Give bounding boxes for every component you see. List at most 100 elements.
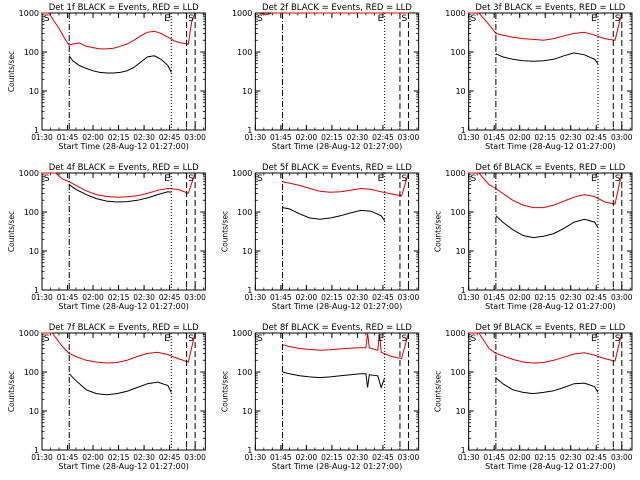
y-tick-label: 10 (455, 407, 465, 416)
x-tick-label: 03:00 (611, 293, 633, 302)
y-tick-label: 1 (34, 126, 39, 135)
x-tick-label: 03:00 (611, 133, 633, 142)
x-tick-label: 02:45 (372, 133, 394, 142)
x-tick-label: 01:45 (57, 453, 79, 462)
x-tick-label: 01:30 (458, 293, 480, 302)
time-marker-label: S (615, 14, 621, 24)
time-marker-label: E (378, 334, 384, 344)
time-marker-label: E (164, 334, 170, 344)
x-tick-label: 01:45 (483, 133, 505, 142)
x-axis-label: Start Time (28-Aug-12 01:27:00) (58, 302, 189, 311)
x-tick-label: 02:30 (560, 133, 582, 142)
plot-frame (468, 12, 633, 131)
time-marker-label: S (401, 334, 407, 344)
x-tick-label: 01:45 (270, 133, 292, 142)
x-tick-label: 01:30 (31, 453, 53, 462)
time-marker-label: S (471, 14, 477, 24)
x-tick-label: 03:00 (398, 133, 420, 142)
chart-title: Det 3f BLACK = Events, RED = LLD (475, 3, 625, 13)
y-axis-label: Counts/sec (220, 211, 229, 252)
y-tick-label: 1 (461, 126, 466, 135)
chart-title: Det 1f BLACK = Events, RED = LLD (49, 3, 199, 13)
chart-panel-3: Det 3f BLACK = Events, RED = LLD 1 10 100 10… (445, 3, 633, 151)
x-tick-label: 02:45 (159, 453, 181, 462)
series-line-events (282, 207, 386, 221)
x-tick-label: 01:30 (458, 453, 480, 462)
x-tick-label: 01:30 (245, 453, 267, 462)
x-tick-label: 02:45 (159, 293, 181, 302)
y-tick-label: 1 (461, 446, 466, 455)
chart-panel-6: Det 6f BLACK = Events, RED = LLD 1 10 100 10… (434, 163, 633, 311)
time-marker-label: S (615, 334, 621, 344)
y-tick-label: 10 (455, 247, 465, 256)
time-marker-label: S (44, 334, 50, 344)
time-marker-label: E (378, 174, 384, 184)
x-tick-label: 01:30 (31, 133, 53, 142)
plot-frame (254, 12, 420, 131)
x-tick-label: 02:00 (296, 133, 318, 142)
x-tick-label: 02:15 (108, 453, 130, 462)
y-tick-label: 10 (242, 87, 252, 96)
x-tick-label: 01:45 (483, 293, 505, 302)
x-axis-label: Start Time (28-Aug-12 01:27:00) (272, 462, 403, 471)
x-tick-label: 02:15 (534, 133, 556, 142)
y-tick-label: 1000 (19, 9, 39, 18)
chart-title: Det 9f BLACK = Events, RED = LLD (475, 323, 625, 333)
chart-panel-2: Det 2f BLACK = Events, RED = LLD 1 10 100 10… (232, 3, 420, 151)
series-line-events (68, 55, 172, 74)
x-tick-label: 02:15 (321, 133, 343, 142)
time-marker-label: E (378, 14, 384, 24)
x-tick-label: 01:30 (245, 293, 267, 302)
plot-frame (41, 12, 206, 131)
x-tick-label: 02:30 (347, 453, 369, 462)
x-tick-label: 02:30 (560, 293, 582, 302)
y-tick-label: 10 (29, 87, 39, 96)
series-line-events (282, 371, 386, 390)
y-tick-label: 100 (237, 48, 252, 57)
x-tick-label: 02:45 (159, 133, 181, 142)
x-tick-label: 02:45 (585, 453, 607, 462)
chart-title: Det 8f BLACK = Events, RED = LLD (262, 323, 412, 333)
series-line-lld (468, 12, 623, 41)
y-axis-label: Counts/sec (7, 371, 16, 412)
x-tick-label: 02:00 (82, 133, 104, 142)
y-tick-label: 10 (242, 247, 252, 256)
time-marker-label: S (257, 174, 263, 184)
x-axis-label: Start Time (28-Aug-12 01:27:00) (485, 302, 616, 311)
plot-frame (254, 332, 420, 451)
y-tick-label: 100 (450, 48, 465, 57)
x-tick-label: 02:00 (296, 293, 318, 302)
x-tick-label: 03:00 (184, 133, 206, 142)
chart-panel-1: Det 1f BLACK = Events, RED = LLD 1 10 100 10… (7, 3, 206, 151)
y-tick-label: 100 (450, 368, 465, 377)
y-tick-label: 1000 (445, 329, 465, 338)
y-tick-label: 1000 (19, 169, 39, 178)
x-tick-label: 02:15 (108, 133, 130, 142)
x-tick-label: 03:00 (398, 453, 420, 462)
time-marker-label: E (164, 14, 170, 24)
x-tick-label: 01:45 (483, 453, 505, 462)
x-tick-label: 02:00 (509, 453, 531, 462)
series-line-lld (282, 172, 409, 197)
time-marker-label: S (188, 174, 194, 184)
time-marker-label: E (164, 174, 170, 184)
x-axis-label: Start Time (28-Aug-12 01:27:00) (485, 462, 616, 471)
y-tick-label: 1 (247, 286, 252, 295)
time-marker-label: S (44, 174, 50, 184)
y-axis-label: Counts/sec (434, 371, 443, 412)
chart-title: Det 4f BLACK = Events, RED = LLD (49, 163, 199, 173)
x-tick-label: 01:30 (458, 133, 480, 142)
y-axis-label: Counts/sec (220, 371, 229, 412)
x-axis-label: Start Time (28-Aug-12 01:27:00) (58, 142, 189, 151)
chart-panel-4: Det 4f BLACK = Events, RED = LLD 1 10 100 10… (7, 163, 206, 311)
chart-title: Det 6f BLACK = Events, RED = LLD (475, 163, 625, 173)
y-tick-label: 10 (29, 247, 39, 256)
time-marker-label: S (401, 174, 407, 184)
time-marker-label: E (591, 174, 597, 184)
series-line-lld (42, 12, 196, 50)
x-tick-label: 02:15 (534, 293, 556, 302)
y-tick-label: 100 (24, 48, 39, 57)
plot-frame (41, 172, 206, 291)
x-tick-label: 02:30 (347, 293, 369, 302)
